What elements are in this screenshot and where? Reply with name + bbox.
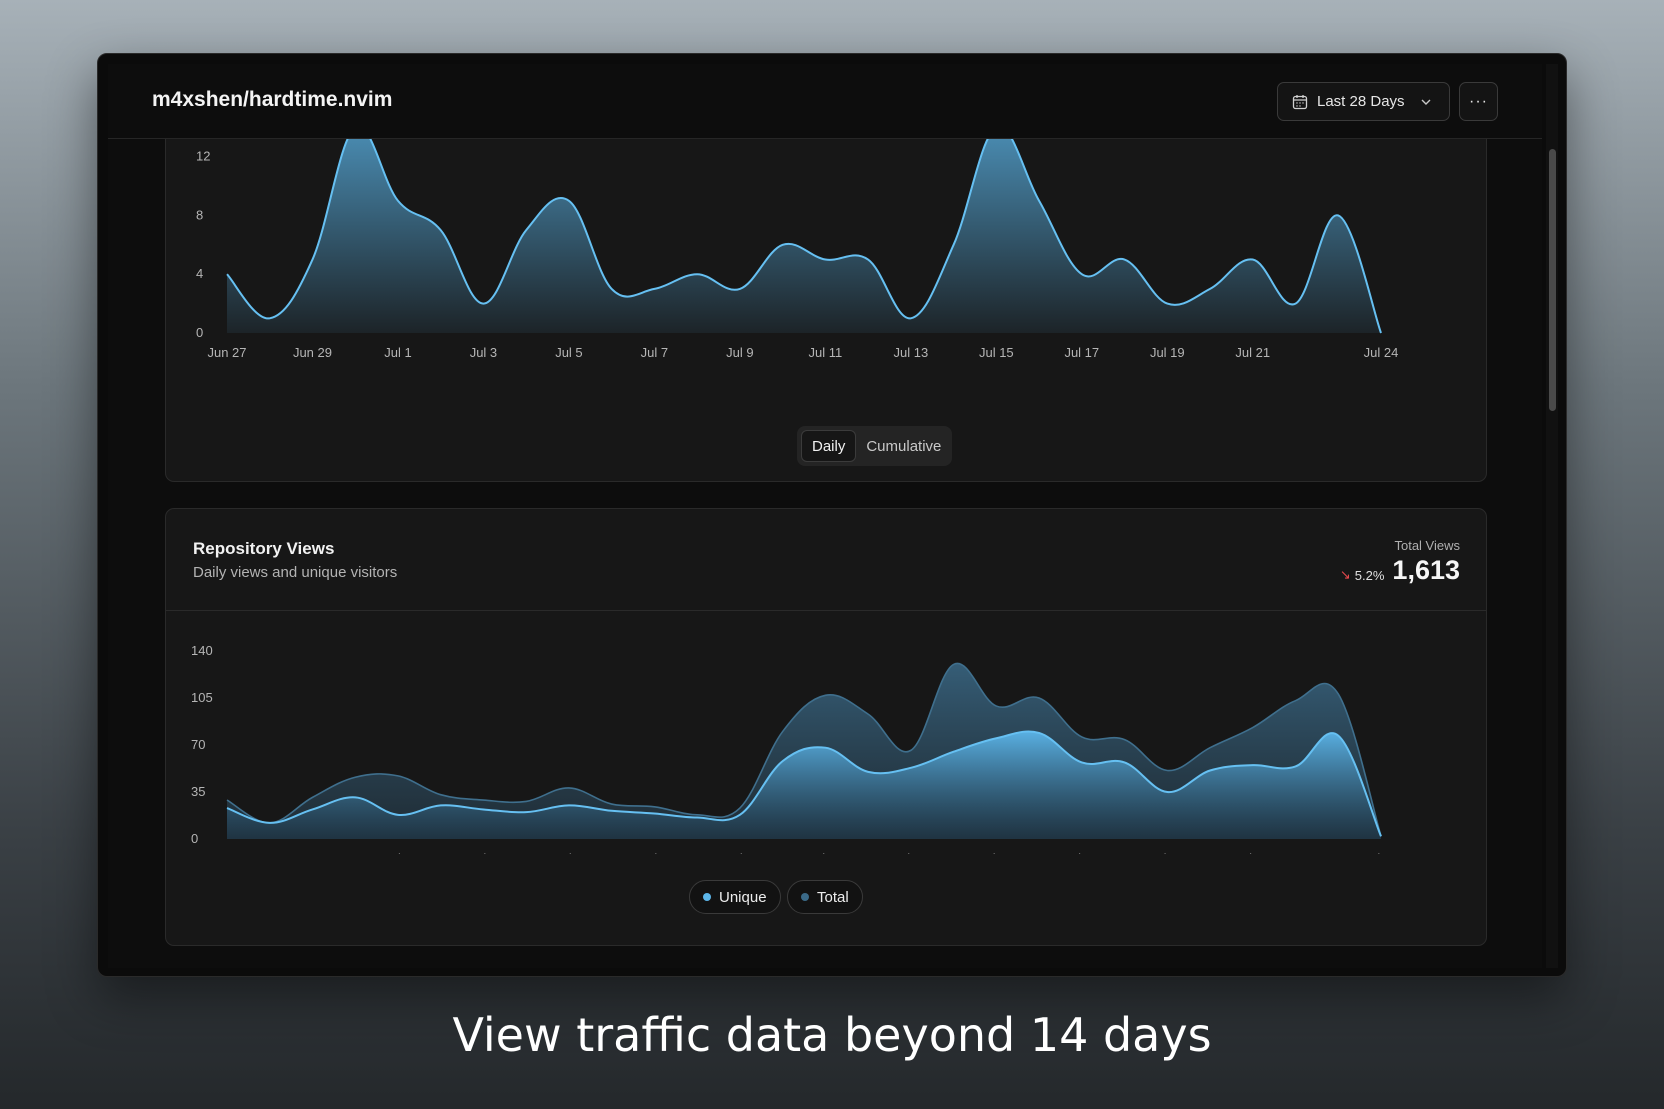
total-views-label: Total Views — [1394, 538, 1460, 553]
x-tick-label: Jul 17 — [1064, 851, 1099, 854]
x-tick-label: Jul 13 — [894, 345, 929, 360]
toggle-cumulative-button[interactable]: Cumulative — [866, 437, 942, 455]
total-dot-icon — [801, 893, 809, 901]
x-tick-label: Jul 7 — [641, 851, 668, 854]
x-tick-label: Jul 21 — [1235, 345, 1270, 360]
y-tick-label: 105 — [191, 690, 213, 705]
x-tick-label: Jul 9 — [726, 345, 753, 360]
daily-area-chart: 0 4 8 12 Jun 27 Jun 29 Jul 1 Jul 3 Jul 5 Jul 7 Jul… — [196, 125, 1399, 360]
x-tick-label: Jul 1 — [384, 851, 411, 854]
total-line — [226, 662, 1382, 837]
repository-views-card: Repository Views Daily views and unique … — [165, 508, 1487, 946]
legend-total-button[interactable]: Total — [787, 880, 863, 914]
x-tick-label: Jul 3 — [470, 345, 497, 360]
x-tick-label: Jun 27 — [207, 345, 246, 360]
x-tick-label: Jul 7 — [641, 345, 668, 360]
x-tick-label: Jul 17 — [1064, 345, 1099, 360]
chart-mode-toggle: Daily Cumulative — [797, 426, 952, 466]
x-tick-label: Jul 24 — [1364, 345, 1399, 360]
x-tick-label: Jul 3 — [470, 851, 497, 854]
x-tick-label: Jun 29 — [293, 345, 332, 360]
trend-indicator: ↘ 5.2% — [1340, 567, 1385, 583]
x-tick-label: Jul 11 — [809, 345, 843, 360]
x-tick-label: Jul 11 — [809, 851, 843, 854]
date-range-label: Last 28 Days — [1317, 93, 1405, 110]
y-tick-label: 35 — [191, 784, 205, 799]
y-tick-label: 70 — [191, 737, 205, 752]
repo-title: m4xshen/hardtime.nvim — [152, 88, 393, 111]
marketing-caption: View traffic data beyond 14 days — [452, 1008, 1212, 1062]
unique-area — [227, 731, 1381, 839]
x-tick-label: Jul 15 — [979, 345, 1014, 360]
card-subtitle: Daily views and unique visitors — [193, 564, 398, 581]
x-tick-label: Jul 5 — [555, 345, 582, 360]
trend-down-icon: ↘ — [1339, 567, 1351, 582]
trend-value: 5.2% — [1354, 567, 1385, 583]
card-divider — [166, 610, 1486, 611]
x-tick-label: Jul 19 — [1150, 345, 1185, 360]
more-icon: ··· — [1469, 92, 1488, 110]
x-tick-label: Jul 13 — [894, 851, 929, 854]
y-tick-label: 12 — [196, 149, 210, 164]
unique-dot-icon — [703, 893, 711, 901]
x-tick-label: Jul 19 — [1150, 851, 1185, 854]
more-options-button[interactable]: ··· — [1459, 82, 1498, 121]
x-tick-label: Jul 5 — [555, 851, 582, 854]
series-area — [227, 126, 1381, 333]
calendar-icon — [1292, 94, 1308, 109]
legend-unique-button[interactable]: Unique — [689, 880, 781, 914]
legend-total-label: Total — [817, 888, 849, 906]
views-area-chart: 0 35 70 105 140 Jun 27 Jun 29 Jul 1 Jul 3 Jul 5 Ju… — [191, 643, 1399, 854]
toggle-daily-button[interactable]: Daily — [801, 430, 857, 462]
x-tick-label: Jul 24 — [1364, 851, 1399, 854]
daily-chart-card: 0 4 8 12 Jun 27 Jun 29 Jul 1 Jul 3 Jul 5 Jul 7 Jul… — [165, 104, 1487, 482]
content-area[interactable]: 0 4 8 12 Jun 27 Jun 29 Jul 1 Jul 3 Jul 5 Jul 7 Jul… — [108, 64, 1542, 968]
unique-line — [226, 730, 1382, 837]
y-tick-label: 0 — [196, 325, 203, 340]
card-title: Repository Views — [193, 539, 335, 558]
top-bar: m4xshen/hardtime.nvim Last 28 Days ··· — [108, 64, 1542, 139]
x-tick-label: Jul 9 — [726, 851, 753, 854]
x-tick-label: Jun 27 — [207, 851, 246, 854]
series-line — [226, 125, 1382, 334]
chevron-down-icon — [1421, 99, 1431, 105]
x-tick-label: Jul 1 — [384, 345, 411, 360]
y-tick-label: 140 — [191, 643, 213, 658]
y-tick-label: 0 — [191, 831, 198, 846]
date-range-dropdown[interactable]: Last 28 Days — [1277, 82, 1450, 121]
scrollbar-thumb[interactable] — [1549, 149, 1556, 411]
total-views-value: 1,613 — [1392, 555, 1460, 585]
app-window: 0 4 8 12 Jun 27 Jun 29 Jul 1 Jul 3 Jul 5 Jul 7 Jul… — [97, 53, 1567, 977]
y-tick-label: 8 — [196, 207, 203, 222]
x-tick-label: Jun 29 — [293, 851, 332, 854]
y-tick-label: 4 — [196, 266, 203, 281]
x-tick-label: Jul 15 — [979, 851, 1014, 854]
x-tick-label: Jul 21 — [1235, 851, 1270, 854]
total-views-row: ↘ 5.2% 1,613 — [1340, 555, 1460, 586]
legend-unique-label: Unique — [719, 888, 767, 906]
